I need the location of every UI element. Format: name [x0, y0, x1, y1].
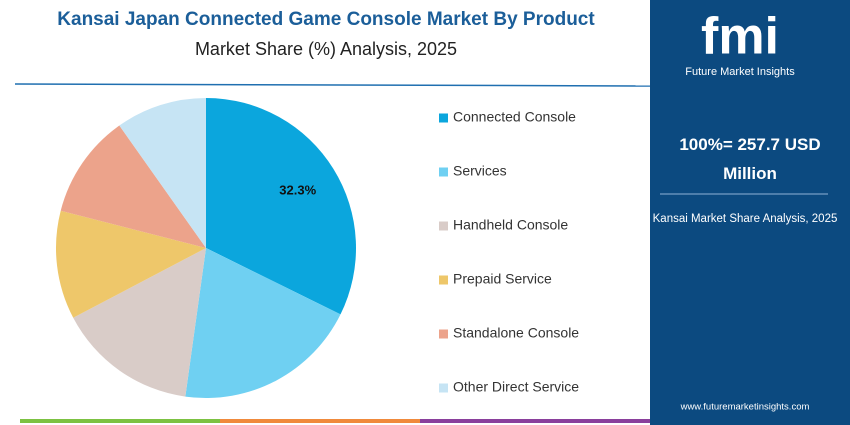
- legend-label: Services: [453, 163, 507, 179]
- legend-label: Connected Console: [453, 109, 576, 125]
- caption: Kansai Market Share Analysis, 2025: [653, 213, 838, 225]
- legend-marker: [439, 221, 448, 231]
- legend-marker: [439, 275, 448, 285]
- footer-bar: [420, 419, 650, 423]
- legend-label: Standalone Console: [453, 325, 579, 341]
- total: 100%= 257.7 USD Million: [679, 135, 821, 183]
- legend-label: Other Direct Service: [453, 379, 579, 395]
- pie-slice: [73, 248, 206, 397]
- pie-slice: [185, 248, 341, 398]
- brand: Future Market Insights: [685, 66, 795, 78]
- url: www.futuremarketinsights.com: [680, 402, 810, 413]
- chart-subtitle: Market Share (%) Analysis, 2025: [195, 39, 457, 59]
- title-rule: [14, 83, 651, 87]
- pie-slice: [60, 125, 206, 248]
- footer-bar: [20, 419, 220, 423]
- legend-label: Prepaid Service: [453, 271, 552, 287]
- side-panel: [650, 0, 850, 425]
- legend-label: Handheld Console: [453, 217, 568, 233]
- pie-slice: [119, 98, 206, 248]
- value-label: 32.3%: [279, 182, 316, 197]
- legend-marker: [439, 167, 448, 177]
- pie-slice: [56, 210, 207, 318]
- legend-marker: [439, 383, 448, 393]
- legend-marker: [439, 113, 448, 123]
- pie-slice: [206, 98, 356, 315]
- total-box: 100%= 257.7 USD Million: [679, 135, 821, 183]
- footer-bar: [220, 419, 420, 423]
- chart-title: Kansai Japan Connected Game Console Mark…: [57, 9, 595, 30]
- legend-marker: [439, 329, 448, 339]
- logo: fmi: [701, 8, 779, 66]
